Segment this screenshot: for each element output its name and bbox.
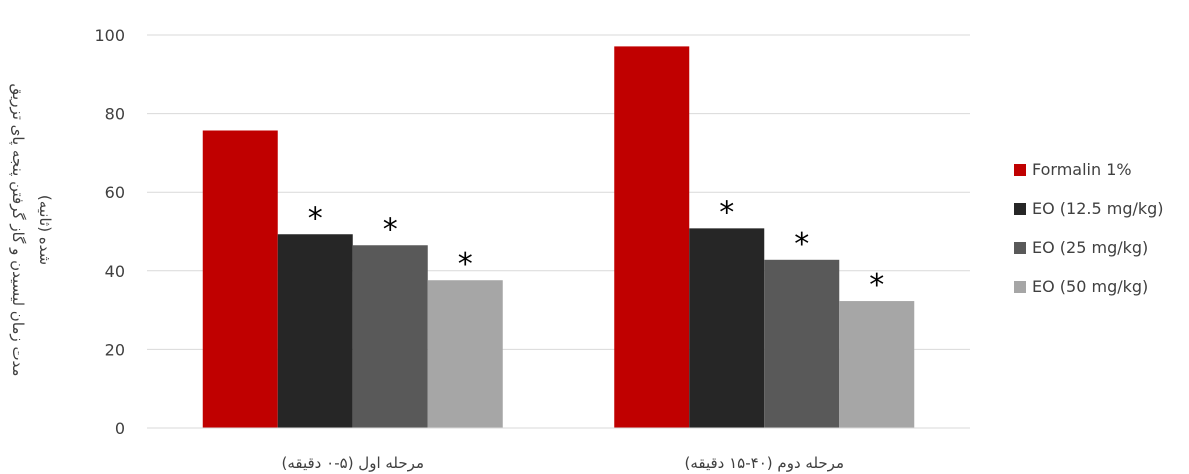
legend-item: Formalin 1% <box>1014 150 1164 189</box>
y-tick-label: 20 <box>105 340 125 359</box>
legend-item: EO (25 mg/kg) <box>1014 228 1164 267</box>
y-tick-label: 40 <box>105 262 125 281</box>
x-category-label: مرحله اول (۵-۰ دقیقه) <box>282 454 424 472</box>
legend-item: EO (12.5 mg/kg) <box>1014 189 1164 228</box>
bar <box>352 245 428 428</box>
legend-item: EO (50 mg/kg) <box>1014 267 1164 306</box>
y-axis-ticks: 0 20 40 60 80 100 <box>94 26 125 438</box>
y-tick-label: 100 <box>94 26 125 45</box>
bars <box>147 46 970 429</box>
bar <box>689 228 765 428</box>
legend-swatch <box>1014 280 1026 293</box>
legend-swatch <box>1014 202 1026 215</box>
bar <box>277 234 353 428</box>
y-axis-label: مدت زمان لیسیدن و گاز گرفتن پنجه پای تزر… <box>8 84 54 377</box>
bar <box>764 259 840 428</box>
bar <box>839 301 915 428</box>
y-tick-label: 60 <box>105 183 125 202</box>
bar <box>427 280 503 428</box>
significance-star: * <box>383 212 398 247</box>
bar <box>614 46 690 428</box>
bar <box>202 130 278 428</box>
legend-label: EO (25 mg/kg) <box>1032 238 1149 257</box>
legend-label: Formalin 1% <box>1032 160 1132 179</box>
legend-swatch <box>1014 163 1026 176</box>
y-axis-label-line: شده (ثانیه) <box>36 195 54 265</box>
significance-markers: * * * * * * <box>308 195 885 303</box>
legend: Formalin 1% EO (12.5 mg/kg) EO (25 mg/kg) E… <box>1014 150 1164 306</box>
y-tick-label: 0 <box>115 419 125 438</box>
x-category-label: مرحله دوم (۴۰-۱۵ دقیقه) <box>684 454 844 472</box>
significance-star: * <box>458 247 473 282</box>
legend-label: EO (12.5 mg/kg) <box>1032 199 1164 218</box>
significance-star: * <box>869 268 884 303</box>
legend-label: EO (50 mg/kg) <box>1032 277 1149 296</box>
y-tick-label: 80 <box>105 105 125 124</box>
significance-star: * <box>794 227 809 262</box>
significance-star: * <box>719 195 734 230</box>
significance-star: * <box>308 201 323 236</box>
x-axis-categories: مرحله اول (۵-۰ دقیقه) مرحله دوم (۴۰-۱۵ دق… <box>282 454 845 472</box>
legend-swatch <box>1014 241 1026 254</box>
y-axis-label-line: مدت زمان لیسیدن و گاز گرفتن پنجه پای تزر… <box>8 84 27 377</box>
